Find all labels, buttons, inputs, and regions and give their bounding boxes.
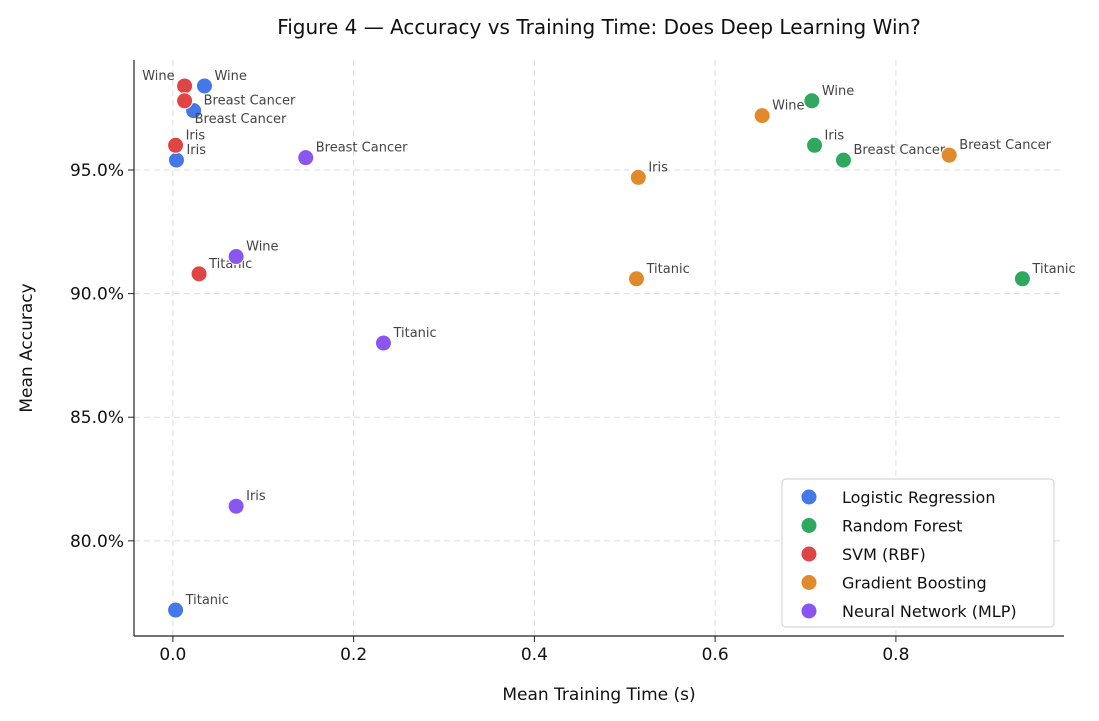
data-point: [190, 265, 208, 283]
point-label: Iris: [186, 128, 206, 143]
data-point: [629, 168, 647, 186]
point-label: Breast Cancer: [316, 141, 408, 156]
legend-label: Random Forest: [842, 517, 962, 536]
point-label: Breast Cancer: [959, 138, 1051, 153]
x-tick-label: 0.4: [521, 645, 548, 665]
point-label: Wine: [822, 84, 854, 99]
legend: Logistic Regression Random Forest SVM (RBF…: [781, 478, 1055, 628]
point-label: Wine: [772, 99, 804, 114]
y-axis-label: Mean Accuracy: [17, 283, 37, 412]
point-label: Titanic: [392, 326, 436, 341]
data-point: [195, 77, 213, 95]
data-point: [1013, 270, 1031, 288]
data-point: [753, 107, 771, 125]
x-tick-label: 0.0: [159, 645, 186, 665]
point-label: Breast Cancer: [195, 112, 287, 127]
x-tick-label: 0.2: [340, 645, 367, 665]
point-label: Wine: [142, 69, 174, 84]
legend-box: [781, 478, 1055, 628]
point-label: Iris: [648, 160, 668, 175]
point-label: Iris: [246, 489, 266, 504]
point-label: Breast Cancer: [204, 94, 296, 109]
y-tick-label: 80.0%: [70, 532, 124, 552]
data-point: [806, 136, 824, 154]
legend-marker: [800, 602, 818, 620]
y-tick-label: 90.0%: [70, 285, 124, 305]
point-label: Wine: [214, 69, 246, 84]
legend-label: SVM (RBF): [842, 545, 926, 564]
legend-marker: [800, 517, 818, 534]
point-label: Titanic: [185, 593, 229, 608]
data-point: [167, 151, 185, 169]
data-point: [374, 334, 392, 352]
legend-label: Neural Network (MLP): [842, 602, 1017, 621]
data-point: [834, 151, 852, 169]
legend-label: Gradient Boosting: [842, 574, 987, 593]
legend-marker: [800, 574, 818, 591]
y-tick-label: 85.0%: [70, 408, 124, 428]
point-label: Breast Cancer: [853, 143, 945, 158]
data-point: [176, 77, 194, 95]
legend-marker: [800, 488, 818, 506]
data-point: [167, 136, 185, 154]
data-point: [628, 270, 646, 288]
data-point: [803, 92, 821, 110]
point-label: Wine: [246, 240, 278, 255]
point-label: Titanic: [646, 262, 690, 277]
legend-label: Logistic Regression: [842, 488, 995, 507]
x-axis-label: Mean Training Time (s): [502, 685, 695, 705]
y-tick-label: 95.0%: [70, 161, 124, 181]
data-point: [297, 149, 315, 167]
data-point: [227, 497, 245, 515]
x-tick-label: 0.6: [702, 645, 729, 665]
data-point: [167, 601, 185, 619]
legend-marker: [800, 545, 818, 563]
point-label: Titanic: [1031, 262, 1075, 277]
chart-title: Figure 4 — Accuracy vs Training Time: Do…: [277, 15, 921, 39]
point-label: Iris: [825, 128, 845, 143]
data-point: [176, 92, 194, 110]
data-point: [940, 146, 958, 164]
axis-ticks: 0.0 0.2 0.4 0.6 0.8 80.0% 85.0% 90.0% 95.0%: [70, 161, 909, 665]
data-point: [227, 248, 245, 266]
point-label: Iris: [186, 143, 206, 158]
x-tick-label: 0.8: [882, 645, 909, 665]
